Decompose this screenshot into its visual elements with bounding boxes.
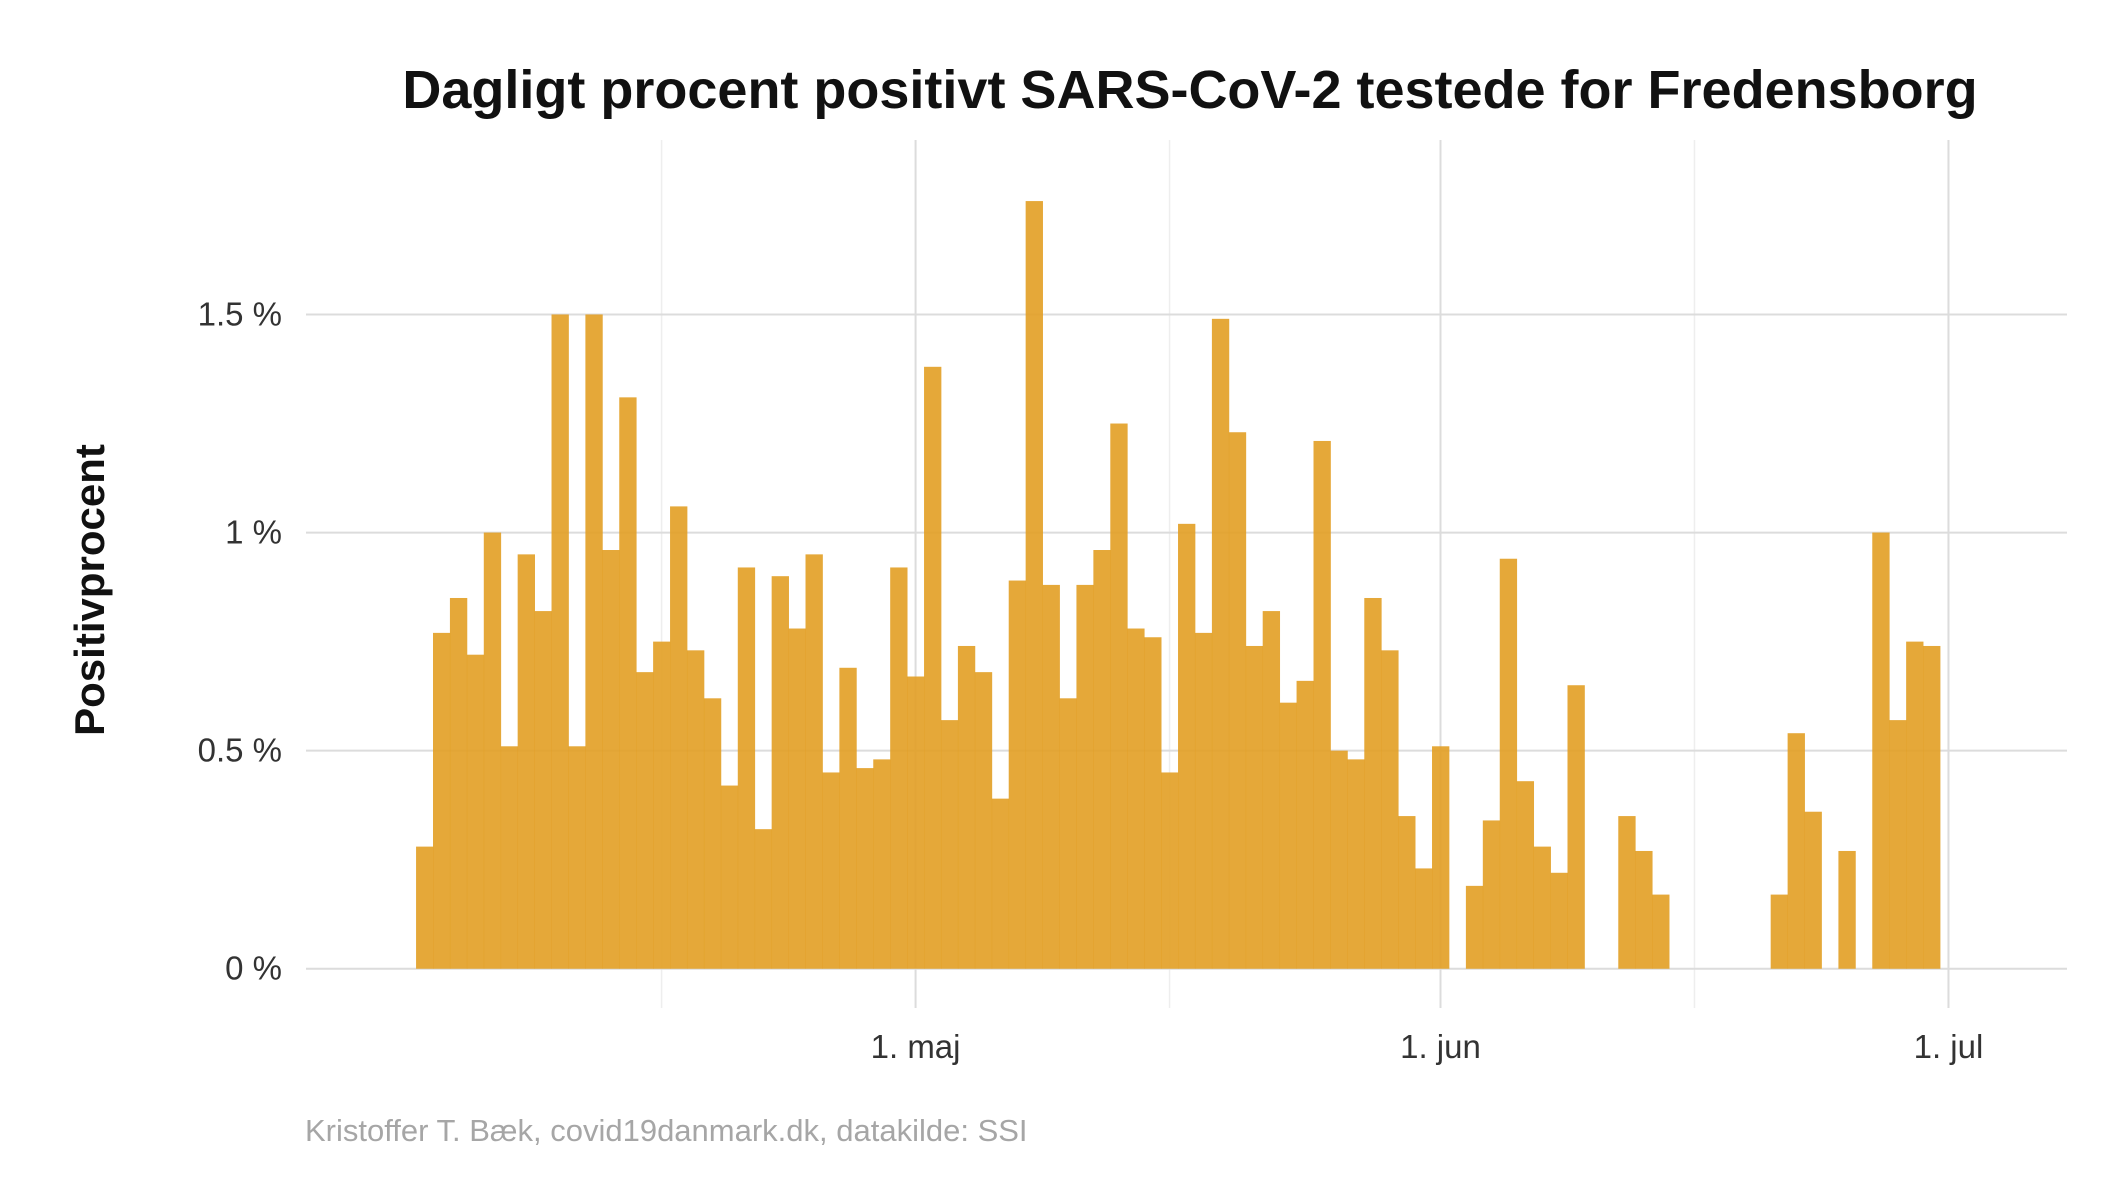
bar	[653, 641, 671, 969]
bar	[1211, 318, 1230, 969]
bar	[1008, 580, 1027, 969]
bar	[957, 645, 976, 969]
y-axis-label: Positivprocent	[66, 444, 113, 736]
bar	[433, 632, 451, 969]
bar	[1398, 816, 1416, 969]
bar	[1059, 698, 1077, 969]
bar	[670, 506, 688, 969]
bar	[1296, 680, 1314, 969]
bar	[1279, 702, 1297, 969]
bar	[1652, 894, 1670, 969]
bar	[500, 746, 519, 969]
y-axis-ticks: 0 % 0.5 % 1 % 1.5 %	[198, 295, 282, 986]
bar	[890, 567, 908, 969]
bar	[1262, 611, 1281, 969]
bar	[856, 768, 874, 969]
bar	[1076, 584, 1094, 969]
bar	[737, 567, 756, 969]
bar	[754, 829, 773, 969]
x-axis-ticks: 1. maj 1. jun 1. jul	[871, 1028, 1984, 1065]
bar	[839, 667, 857, 969]
chart-title: Dagligt procent positivt SARS-CoV-2 test…	[402, 60, 1977, 120]
bar	[1465, 885, 1484, 969]
bar	[1415, 868, 1433, 969]
bar	[602, 550, 620, 969]
bar	[1770, 894, 1789, 969]
bar	[1381, 650, 1399, 969]
bar	[1110, 423, 1128, 969]
bar	[534, 611, 552, 969]
bar	[1872, 532, 1890, 969]
bar	[991, 798, 1010, 969]
bar	[788, 628, 806, 969]
x-tick-label: 1. jun	[1400, 1028, 1481, 1065]
bars	[416, 201, 1941, 969]
bar	[1787, 733, 1805, 969]
bar	[619, 397, 637, 969]
bar	[1144, 637, 1162, 969]
bar	[1364, 597, 1382, 969]
bar	[1194, 632, 1213, 969]
bar	[1228, 432, 1247, 969]
x-tick-label: 1. maj	[871, 1028, 961, 1065]
y-tick-label: 0.5 %	[198, 732, 282, 769]
chart-caption: Kristoffer T. Bæk, covid19danmark.dk, da…	[305, 1113, 1028, 1148]
x-tick-label: 1. jul	[1914, 1028, 1984, 1065]
bar	[1567, 685, 1585, 969]
bar	[1025, 201, 1043, 969]
bar	[416, 846, 434, 969]
bar	[1618, 816, 1636, 969]
bar	[1923, 645, 1941, 969]
bar	[1804, 811, 1822, 969]
bar	[449, 597, 468, 969]
bar	[907, 676, 925, 969]
y-tick-label: 0 %	[225, 950, 282, 987]
bar	[1432, 746, 1450, 969]
bar	[974, 672, 993, 969]
bar	[873, 759, 891, 969]
bar	[720, 785, 739, 969]
bar	[466, 654, 485, 969]
bar	[1330, 750, 1348, 969]
bar	[1161, 772, 1179, 969]
bar	[703, 698, 722, 969]
bar	[940, 720, 959, 969]
bar	[1178, 523, 1196, 969]
bar	[1889, 720, 1907, 969]
bar	[636, 672, 654, 969]
bar	[1516, 781, 1535, 969]
bar	[1245, 645, 1264, 969]
bar	[1838, 850, 1856, 969]
bar	[924, 366, 942, 969]
bar	[1347, 759, 1365, 969]
bar	[483, 532, 502, 969]
bar	[1482, 820, 1501, 969]
y-tick-label: 1.5 %	[198, 295, 282, 332]
bar	[568, 746, 586, 969]
bar	[1093, 550, 1111, 969]
bar	[1499, 558, 1518, 969]
bar	[805, 554, 823, 969]
bar	[686, 650, 705, 969]
bar	[1635, 850, 1653, 969]
bar	[1313, 440, 1331, 969]
bar	[551, 314, 569, 969]
bar	[1906, 641, 1924, 969]
bar	[1533, 846, 1551, 969]
y-tick-label: 1 %	[225, 514, 282, 551]
bar	[771, 576, 789, 969]
bar	[1042, 584, 1060, 969]
bar	[1127, 628, 1145, 969]
bar	[822, 772, 840, 969]
bar	[517, 554, 535, 969]
bar	[585, 314, 603, 969]
bar	[1550, 872, 1568, 969]
